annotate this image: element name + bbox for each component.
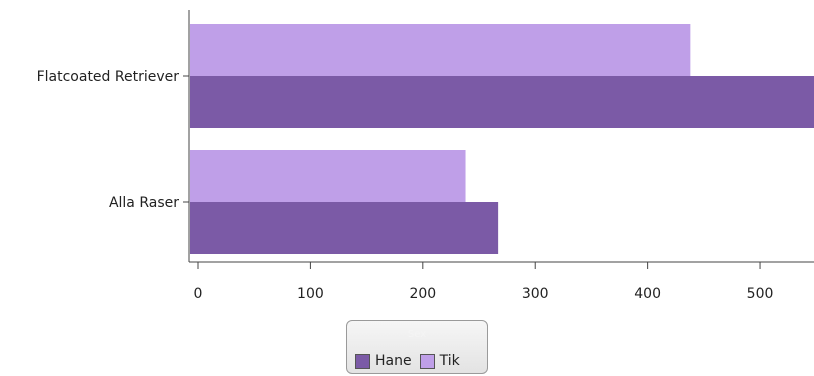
bar-tik-0 [189,24,691,76]
x-tick-label-2: 200 [409,286,436,302]
bar-hane-0 [189,76,814,128]
y-tick-label-0: Flatcoated Retriever [37,69,180,85]
bar-hane-1 [189,202,499,254]
legend-title: Sex [407,329,427,340]
chart-legend: Sex Hane Tik [346,320,488,374]
x-tick-label-5: 500 [747,286,774,302]
legend-swatch-tik [419,353,435,369]
x-tick-label-1: 100 [297,286,324,302]
legend-item-tik: Tik [419,353,460,369]
legend-item-hane: Hane [355,353,412,369]
x-tick-label-4: 400 [634,286,661,302]
legend-swatch-hane [355,353,370,369]
x-tick-label-3: 300 [522,286,549,302]
y-tick-label-1: Alla Raser [109,195,179,211]
legend-items: Hane Tik [355,353,483,369]
legend-label-hane: Hane [375,353,412,369]
bar-tik-1 [189,150,466,202]
legend-label-tik: Tik [439,353,460,369]
x-tick-label-0: 0 [194,286,203,302]
plot-area: Flatcoated Retriever Alla Raser 0 100 200 300… [37,10,814,302]
